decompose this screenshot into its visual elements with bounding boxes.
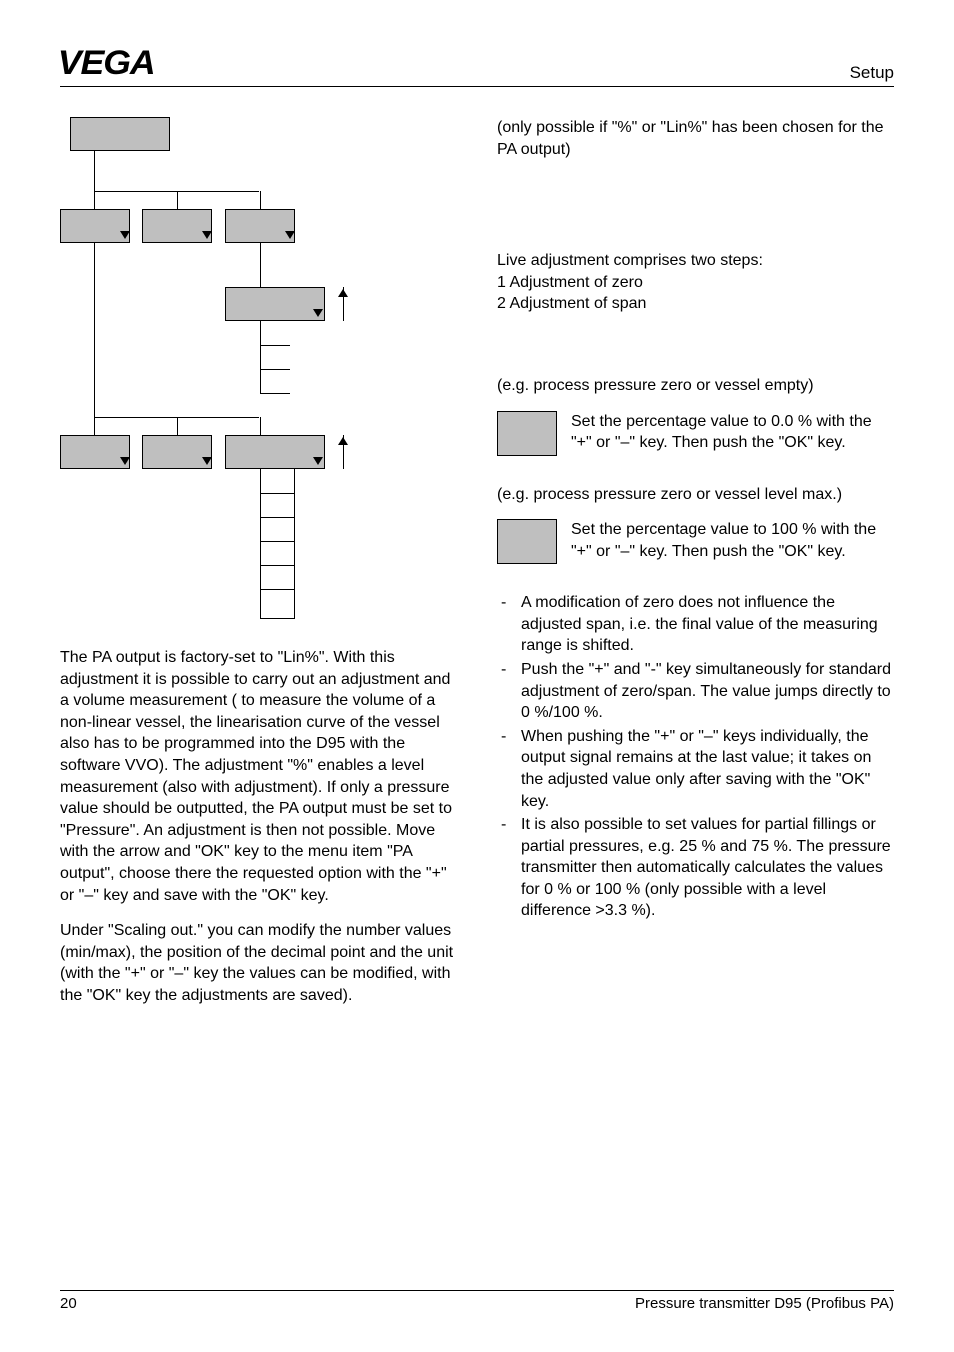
diagram-line xyxy=(94,151,95,209)
arrow-up-icon xyxy=(338,289,348,297)
diagram-line xyxy=(260,565,294,566)
diagram-line xyxy=(177,417,178,435)
display-icon xyxy=(497,411,557,456)
diagram-line xyxy=(294,469,295,619)
arrow-down-icon xyxy=(202,457,212,465)
paragraph: (only possible if "%" or "Lin%" has been… xyxy=(497,117,894,160)
arrow-down-icon xyxy=(202,231,212,239)
diagram-line xyxy=(260,493,294,494)
arrow-down-icon xyxy=(313,457,323,465)
arrow-down-icon xyxy=(285,231,295,239)
page-header: VEGA Setup xyxy=(60,44,894,87)
vega-logo: VEGA xyxy=(58,44,155,83)
right-column: (only possible if "%" or "Lin%" has been… xyxy=(497,117,894,1290)
section-title: Setup xyxy=(850,63,894,83)
arrow-down-icon xyxy=(313,309,323,317)
instruction-block: Set the percentage value to 0.0 % with t… xyxy=(497,411,894,456)
page-footer: 20 Pressure transmitter D95 (Profibus PA… xyxy=(60,1290,894,1312)
note-item: It is also possible to set values for pa… xyxy=(497,814,894,922)
diagram-line xyxy=(94,243,95,435)
arrow-down-icon xyxy=(120,457,130,465)
diagram-line xyxy=(260,345,290,346)
paragraph: (e.g. process pressure zero or vessel le… xyxy=(497,484,894,506)
diagram-line xyxy=(260,469,261,619)
note-item: When pushing the "+" or "–" keys individ… xyxy=(497,726,894,812)
diagram-box xyxy=(70,117,170,151)
instruction-text: Set the percentage value to 100 % with t… xyxy=(571,519,894,564)
note-item: Push the "+" and "-" key simultaneously … xyxy=(497,659,894,724)
menu-tree-diagram xyxy=(60,117,430,617)
diagram-line xyxy=(260,618,294,619)
diagram-line xyxy=(177,191,178,209)
content-columns: The PA output is factory-set to "Lin%". … xyxy=(60,117,894,1290)
arrow-up-icon xyxy=(338,437,348,445)
doc-title: Pressure transmitter D95 (Profibus PA) xyxy=(635,1295,894,1312)
diagram-line xyxy=(260,589,294,590)
page-number: 20 xyxy=(60,1295,77,1312)
paragraph: Live adjustment comprises two steps: xyxy=(497,250,894,272)
step-line: 2 Adjustment of span xyxy=(497,293,894,315)
diagram-box xyxy=(225,287,325,321)
diagram-line xyxy=(260,393,290,394)
notes-list: A modification of zero does not influenc… xyxy=(497,592,894,922)
paragraph: The PA output is factory-set to "Lin%". … xyxy=(60,647,457,906)
diagram-line xyxy=(260,191,261,209)
diagram-line xyxy=(260,369,290,370)
note-item: A modification of zero does not influenc… xyxy=(497,592,894,657)
display-icon xyxy=(497,519,557,564)
diagram-line xyxy=(260,321,261,393)
instruction-text: Set the percentage value to 0.0 % with t… xyxy=(571,411,894,456)
instruction-block: Set the percentage value to 100 % with t… xyxy=(497,519,894,564)
diagram-line xyxy=(260,517,294,518)
paragraph: Under "Scaling out." you can modify the … xyxy=(60,920,457,1006)
diagram-line xyxy=(260,417,261,435)
diagram-line xyxy=(260,243,261,287)
left-column: The PA output is factory-set to "Lin%". … xyxy=(60,117,457,1290)
diagram-line xyxy=(260,541,294,542)
paragraph: (e.g. process pressure zero or vessel em… xyxy=(497,375,894,397)
arrow-down-icon xyxy=(120,231,130,239)
step-line: 1 Adjustment of zero xyxy=(497,272,894,294)
diagram-box xyxy=(225,435,325,469)
